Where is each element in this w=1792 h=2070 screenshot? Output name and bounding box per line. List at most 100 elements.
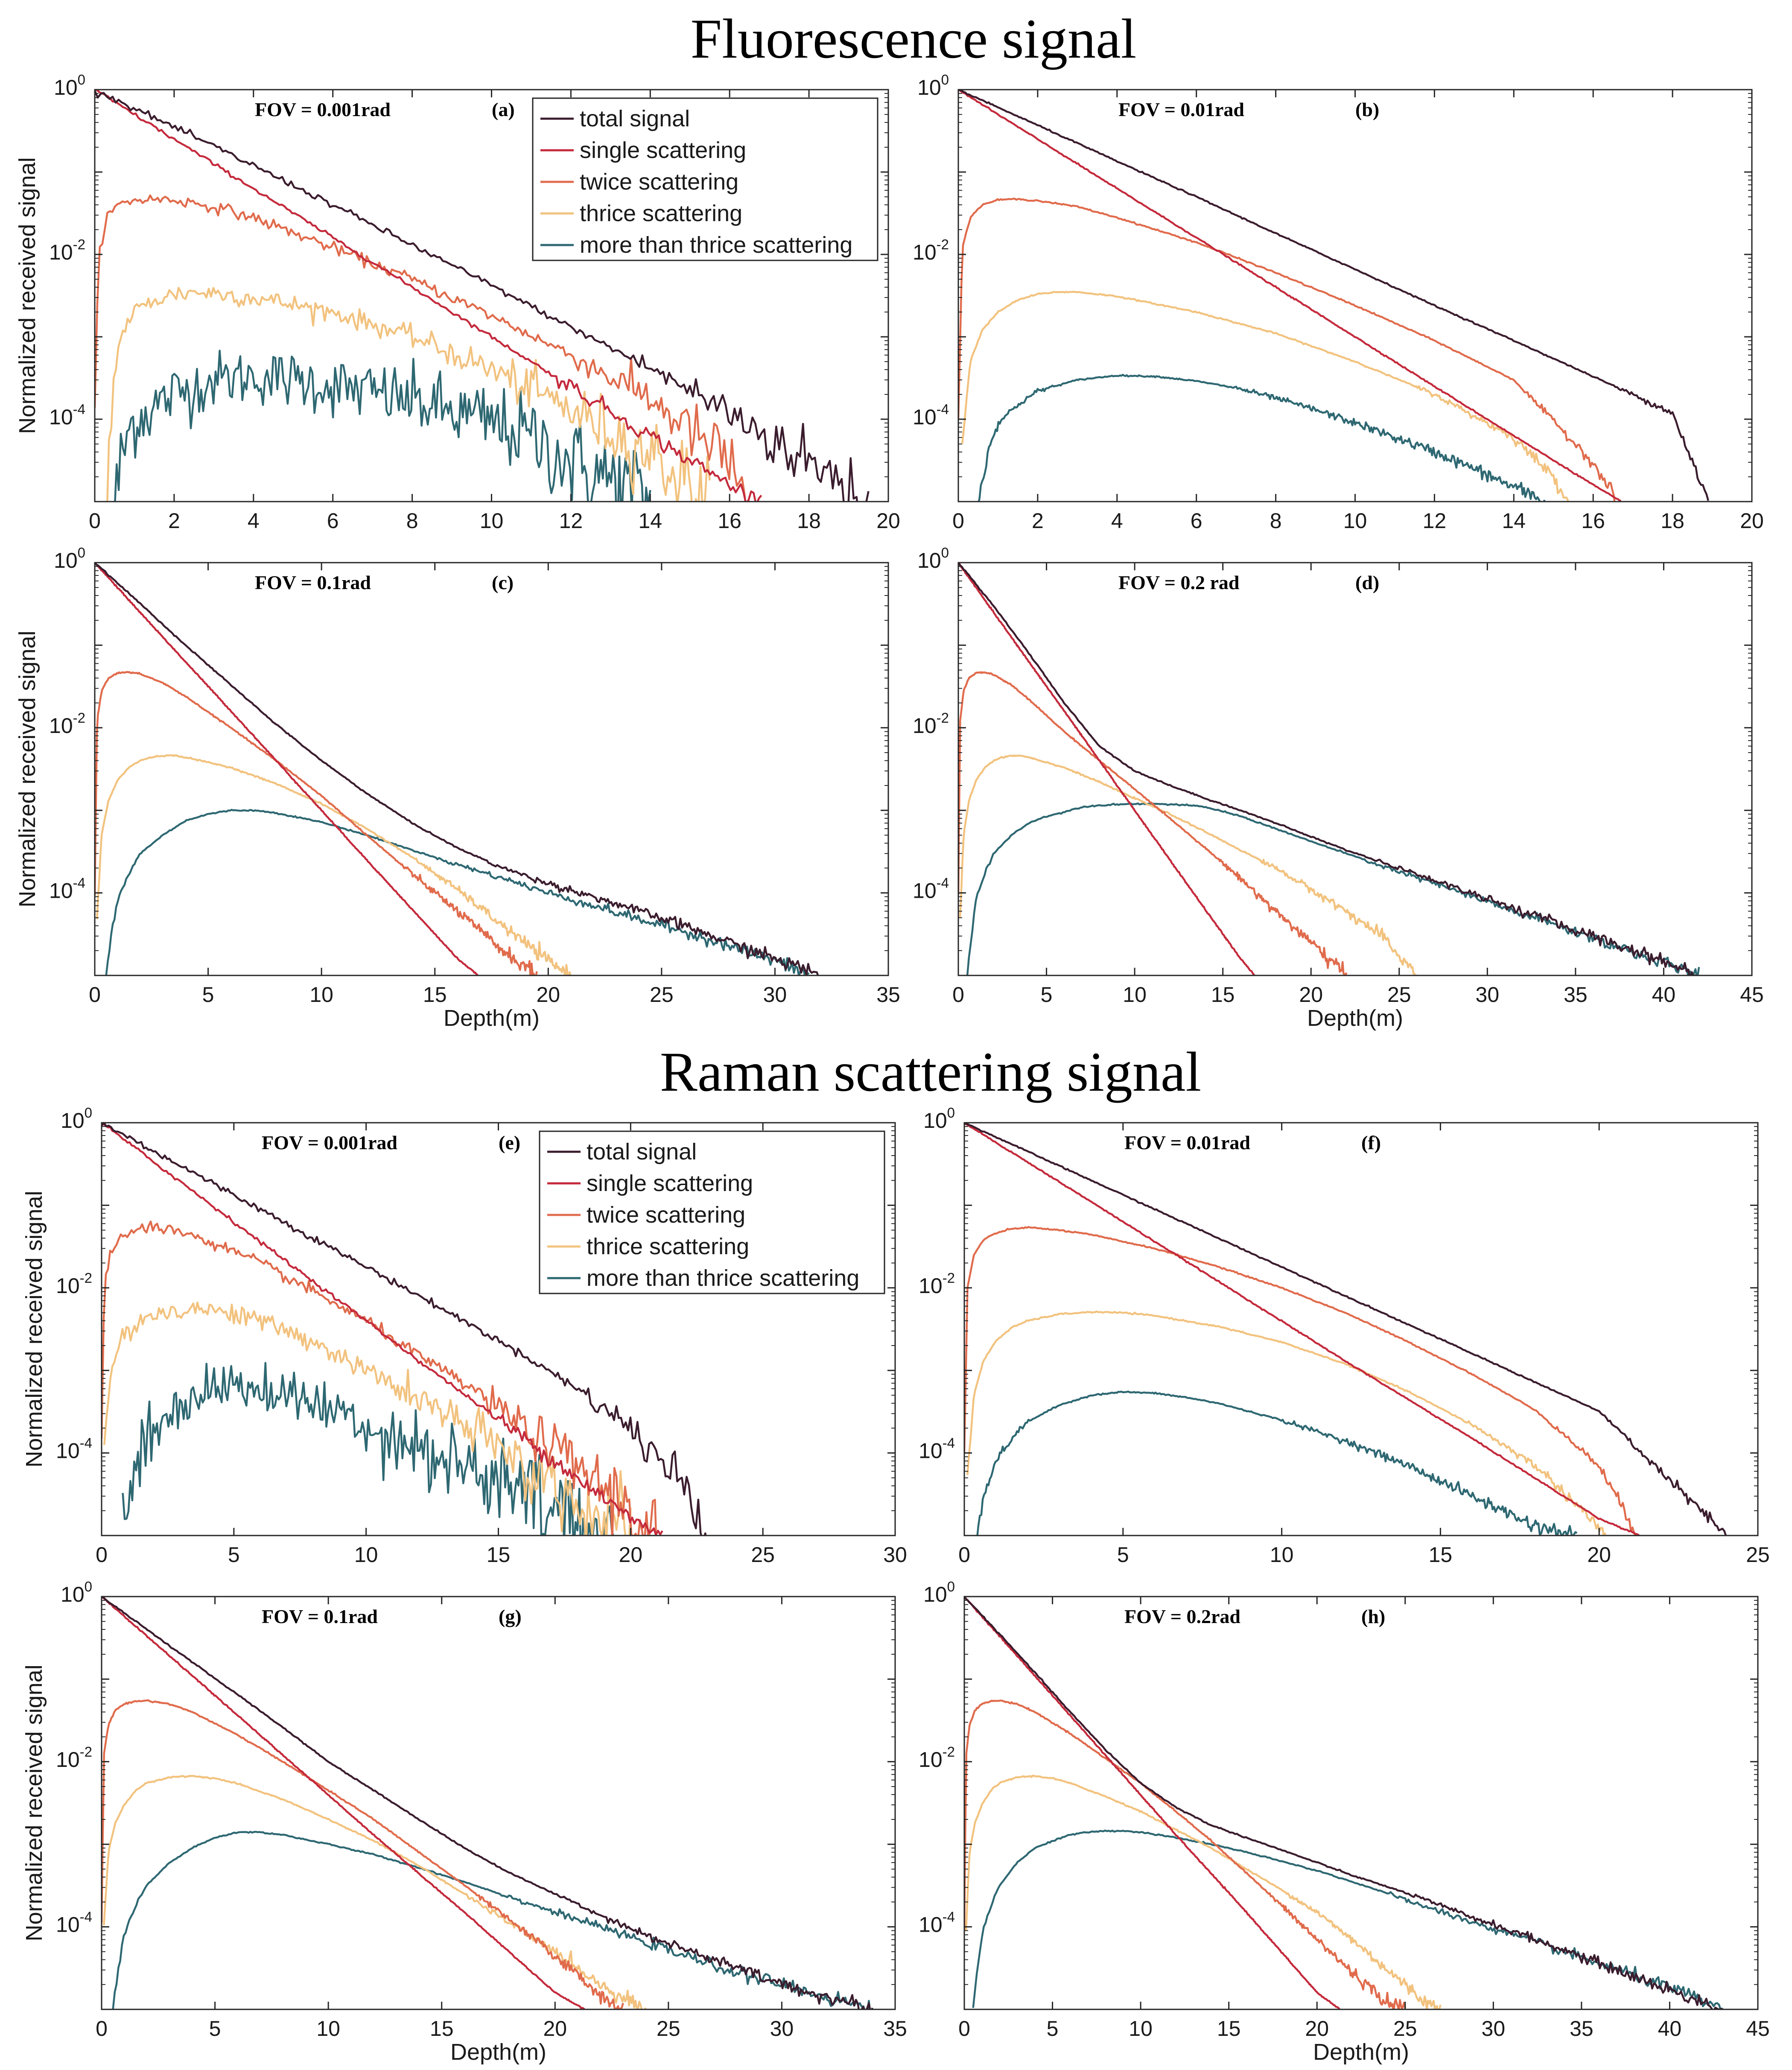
series-line-twice-scattering xyxy=(958,671,1348,975)
x-tick-label: 15 xyxy=(1211,983,1235,1007)
legend-label: total signal xyxy=(580,106,690,131)
x-axis-label: Depth(m) xyxy=(444,1005,540,1031)
x-tick-label: 40 xyxy=(1652,983,1676,1007)
chart-panel-f: 0 5 10 15 20 25 10-4 10-2 100 FOV = 0.01rad (f) xyxy=(919,1105,1770,1567)
x-axis-label: Depth(m) xyxy=(450,2039,546,2065)
legend-label: single scattering xyxy=(580,137,746,163)
y-tick-label: 100 xyxy=(54,545,85,572)
x-tick-label: 18 xyxy=(1661,509,1684,533)
section-title-raman: Raman scattering signal xyxy=(660,1040,1201,1103)
x-tick-label: 15 xyxy=(430,2017,454,2041)
x-tick-label: 30 xyxy=(883,1543,907,1567)
x-tick-label: 20 xyxy=(1587,1543,1611,1567)
x-tick-label: 12 xyxy=(559,509,583,533)
x-tick-label: 25 xyxy=(650,983,674,1007)
y-tick-label: 10-4 xyxy=(919,1435,955,1463)
series-line-more-than-thrice-scattering xyxy=(972,1829,1724,2009)
y-tick-label: 10-4 xyxy=(56,1909,92,1937)
plot-area xyxy=(958,90,1752,502)
y-tick-label: 100 xyxy=(923,1579,955,1606)
x-tick-label: 10 xyxy=(316,2017,340,2041)
series-line-single-scattering xyxy=(958,563,1255,975)
panel-label: (e) xyxy=(499,1132,520,1153)
x-tick-label: 20 xyxy=(536,983,560,1007)
x-tick-label: 0 xyxy=(89,983,101,1007)
y-tick-label: 100 xyxy=(917,72,949,99)
x-tick-label: 6 xyxy=(1191,509,1202,533)
x-tick-label: 4 xyxy=(248,509,260,533)
fov-annotation: FOV = 0.001rad xyxy=(262,1132,397,1153)
x-tick-label: 25 xyxy=(657,2017,680,2041)
x-tick-label: 20 xyxy=(1740,509,1764,533)
axes-frame xyxy=(957,562,1753,976)
x-tick-label: 15 xyxy=(1429,1543,1453,1567)
x-tick-label: 20 xyxy=(619,1543,643,1567)
series-line-single-scattering xyxy=(95,563,479,975)
x-tick-label: 14 xyxy=(1502,509,1526,533)
series-lines xyxy=(95,563,819,975)
y-tick-label: 10-4 xyxy=(56,1435,92,1463)
x-tick-label: 10 xyxy=(1123,983,1147,1007)
series-line-total-signal xyxy=(102,1597,873,2009)
series-line-twice-scattering xyxy=(102,1699,624,2009)
x-tick-label: 2 xyxy=(1032,509,1044,533)
x-tick-label: 45 xyxy=(1740,983,1764,1007)
x-tick-label: 20 xyxy=(1305,2017,1329,2041)
legend-label: thrice scattering xyxy=(587,1234,749,1259)
x-tick-label: 10 xyxy=(1270,1543,1294,1567)
x-tick-label: 40 xyxy=(1658,2017,1682,2041)
x-tick-label: 15 xyxy=(423,983,447,1007)
y-axis-label: Normalized received signal xyxy=(21,1191,47,1467)
x-tick-label: 10 xyxy=(354,1543,378,1567)
fov-annotation: FOV = 0.01rad xyxy=(1118,99,1244,120)
x-tick-label: 35 xyxy=(876,983,900,1007)
x-tick-label: 25 xyxy=(1746,1543,1770,1567)
panel-label: (b) xyxy=(1355,99,1379,120)
series-line-twice-scattering xyxy=(95,671,538,975)
series-line-thrice-scattering xyxy=(106,286,711,502)
x-tick-label: 10 xyxy=(480,509,504,533)
x-tick-label: 16 xyxy=(718,509,741,533)
x-tick-label: 0 xyxy=(958,2017,970,2041)
series-lines xyxy=(102,1597,873,2009)
y-axis-label: Normalized received signal xyxy=(15,631,40,907)
x-tick-label: 15 xyxy=(1217,2017,1241,2041)
y-tick-label: 100 xyxy=(54,72,85,99)
x-tick-label: 25 xyxy=(1387,983,1411,1007)
series-line-single-scattering xyxy=(102,1123,663,1536)
fov-annotation: FOV = 0.2 rad xyxy=(1118,572,1240,593)
series-line-more-than-thrice-scattering xyxy=(976,1390,1578,1536)
panel-label: (g) xyxy=(499,1606,522,1627)
x-tick-label: 30 xyxy=(770,2017,794,2041)
x-tick-label: 14 xyxy=(638,509,662,533)
x-tick-label: 30 xyxy=(1482,2017,1506,2041)
x-tick-label: 0 xyxy=(952,983,964,1007)
x-tick-label: 8 xyxy=(1270,509,1282,533)
y-tick-label: 10-2 xyxy=(49,236,85,264)
fov-annotation: FOV = 0.001rad xyxy=(255,99,391,120)
x-tick-label: 5 xyxy=(209,2017,221,2041)
x-tick-label: 10 xyxy=(309,983,333,1007)
series-line-total-signal xyxy=(964,1597,1723,2009)
x-tick-label: 0 xyxy=(958,1543,970,1567)
y-axis-label: Normalized received signal xyxy=(21,1664,47,1941)
legend-label: more than thrice scattering xyxy=(580,232,852,258)
series-line-thrice-scattering xyxy=(966,1310,1607,1536)
series-line-more-than-thrice-scattering xyxy=(978,374,1547,502)
axes-frame xyxy=(94,562,889,976)
x-tick-label: 16 xyxy=(1581,509,1605,533)
legend: total signal single scattering twice scatt… xyxy=(532,97,878,261)
series-lines xyxy=(102,1123,707,1536)
panel-label: (h) xyxy=(1361,1606,1385,1627)
y-tick-label: 100 xyxy=(917,545,949,572)
x-tick-label: 45 xyxy=(1746,2017,1770,2041)
legend-label: more than thrice scattering xyxy=(587,1265,859,1291)
y-tick-label: 10-4 xyxy=(913,875,949,903)
series-line-thrice-scattering xyxy=(965,1775,1442,2009)
x-tick-label: 5 xyxy=(228,1543,240,1567)
x-tick-label: 6 xyxy=(327,509,339,533)
x-tick-label: 30 xyxy=(1476,983,1500,1007)
plot-area xyxy=(95,563,888,975)
series-line-thrice-scattering xyxy=(959,754,1418,975)
